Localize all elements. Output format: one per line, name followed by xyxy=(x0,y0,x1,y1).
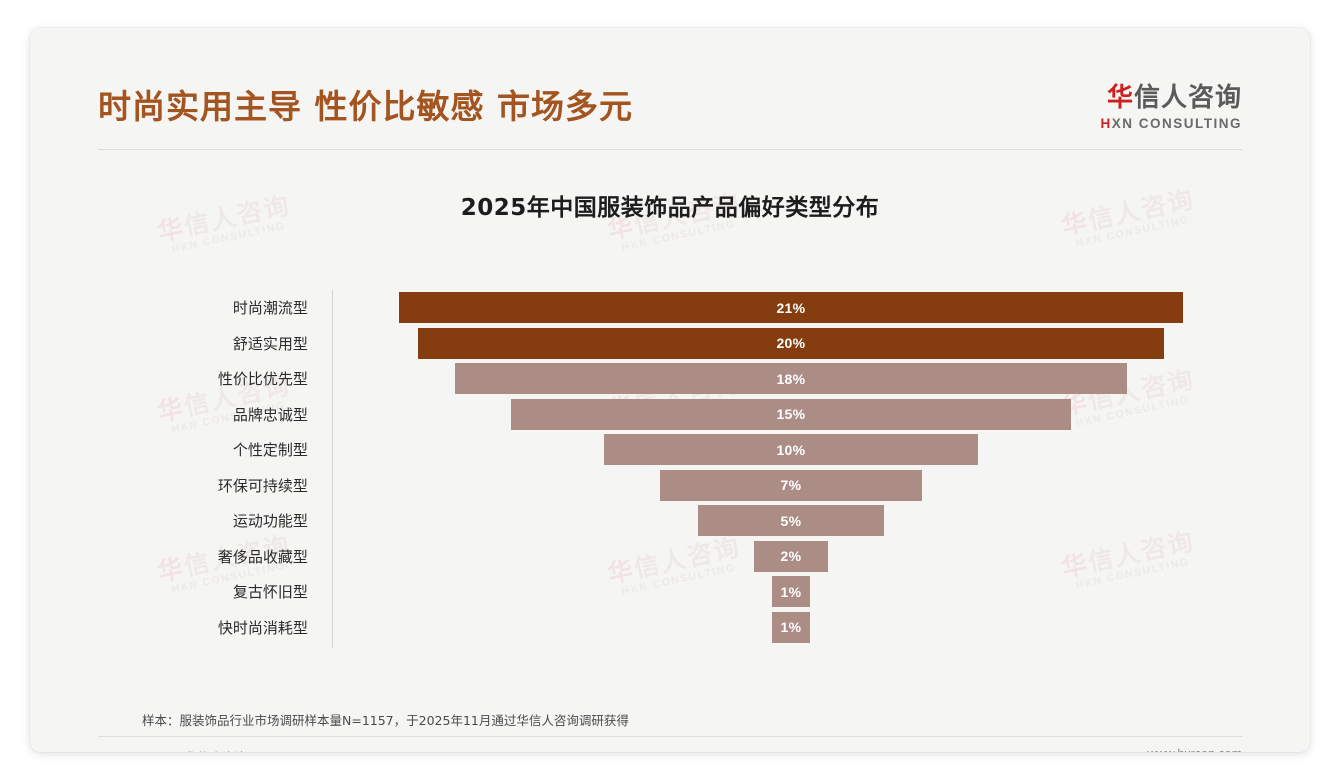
bar-value-label: 1% xyxy=(780,583,802,600)
chart-title: 2025年中国服装饰品产品偏好类型分布 xyxy=(460,195,880,221)
brand-logo-en-red: H xyxy=(1100,115,1112,131)
bar-track: 21% xyxy=(331,290,1242,326)
chart-row: 个性定制型 10% xyxy=(98,432,1242,468)
chart-row: 品牌忠诚型 15% xyxy=(98,397,1242,433)
bar-value-label: 5% xyxy=(780,512,802,529)
bar-track: 1% xyxy=(331,574,1242,610)
funnel-bar-chart: 时尚潮流型 21% 舒适实用型 20% 性价比优先型 18% 品牌忠诚型 15% 个性定制型 10… xyxy=(98,266,1242,656)
bar[interactable]: 21% xyxy=(398,292,1183,323)
chart-row: 运动功能型 5% xyxy=(98,503,1242,539)
slide-card: 华信人咨询 HXN CONSULTING 华信人咨询 HXN CONSULTIN… xyxy=(30,28,1310,752)
bar[interactable]: 10% xyxy=(604,434,978,465)
brand-logo-cn: 华信人咨询 xyxy=(1101,83,1243,114)
bar[interactable]: 7% xyxy=(660,469,922,501)
bar-value-label: 10% xyxy=(776,441,806,458)
brand-logo-cn-rest: 信人咨询 xyxy=(1133,83,1242,113)
category-label: 复古怀旧型 xyxy=(232,583,308,602)
chart-row: 舒适实用型 20% xyxy=(98,326,1242,362)
category-label: 舒适实用型 xyxy=(232,334,308,353)
bar-value-label: 18% xyxy=(776,370,806,387)
brand-logo-cn-red: 华 xyxy=(1106,83,1134,113)
category-label: 快时尚消耗型 xyxy=(217,618,308,637)
header-divider xyxy=(98,149,1242,150)
website-link[interactable]: www.hxrcon.com xyxy=(1148,747,1242,752)
watermark-en: HXN CONSULTING xyxy=(620,217,737,254)
brand-logo-en: HXN CONSULTING xyxy=(1101,116,1243,131)
bar-value-label: 7% xyxy=(780,477,802,493)
bar-value-label: 15% xyxy=(776,406,806,422)
footer-divider xyxy=(98,736,1242,737)
chart-row: 环保可持续型 7% xyxy=(98,468,1242,504)
bar[interactable]: 20% xyxy=(417,327,1165,359)
page-title: 时尚实用主导 性价比敏感 市场多元 xyxy=(98,87,633,126)
bar-track: 20% xyxy=(331,326,1242,362)
bar[interactable]: 1% xyxy=(772,611,810,643)
bar[interactable]: 2% xyxy=(753,540,829,572)
bar[interactable]: 18% xyxy=(454,363,1127,394)
bar-track: 5% xyxy=(331,503,1242,539)
chart-row: 性价比优先型 18% xyxy=(98,361,1242,397)
bar-track: 2% xyxy=(331,539,1242,575)
chart-row: 时尚潮流型 21% xyxy=(98,290,1242,326)
brand-logo: 华信人咨询 HXN CONSULTING xyxy=(1101,83,1243,131)
chart-row: 复古怀旧型 1% xyxy=(98,574,1242,610)
bar-track: 1% xyxy=(331,610,1242,646)
slide-footer: ©2026.1 HXR华信人咨询 www.hxrcon.com xyxy=(98,742,1242,752)
watermark-en: HXN CONSULTING xyxy=(170,219,287,256)
brand-logo-en-rest: XN CONSULTING xyxy=(1111,115,1242,131)
bar[interactable]: 1% xyxy=(772,576,810,607)
y-axis-line xyxy=(332,290,333,648)
copyright-text: ©2026.1 HXR华信人咨询 xyxy=(98,747,247,752)
category-label: 运动功能型 xyxy=(232,512,308,531)
category-label: 奢侈品收藏型 xyxy=(217,547,308,566)
chart-row: 快时尚消耗型 1% xyxy=(98,610,1242,646)
bar[interactable]: 15% xyxy=(510,398,1071,430)
category-label: 个性定制型 xyxy=(232,441,308,460)
bar-track: 15% xyxy=(331,397,1242,433)
bar-track: 7% xyxy=(331,468,1242,504)
category-label: 时尚潮流型 xyxy=(232,299,308,318)
chart-rows: 时尚潮流型 21% 舒适实用型 20% 性价比优先型 18% 品牌忠诚型 15% 个性定制型 10… xyxy=(98,290,1242,645)
chart-row: 奢侈品收藏型 2% xyxy=(98,539,1242,575)
bar[interactable]: 5% xyxy=(697,505,885,536)
category-label: 环保可持续型 xyxy=(217,476,308,495)
source-note: 样本：服装饰品行业市场调研样本量N=1157，于2025年11月通过华信人咨询调… xyxy=(142,713,629,728)
bar-track: 10% xyxy=(331,432,1242,468)
bar-value-label: 21% xyxy=(776,299,806,316)
category-label: 性价比优先型 xyxy=(217,370,308,389)
category-label: 品牌忠诚型 xyxy=(232,405,308,424)
bar-value-label: 2% xyxy=(780,548,802,564)
bar-track: 18% xyxy=(331,361,1242,397)
bar-value-label: 1% xyxy=(780,619,802,635)
slide-header: 时尚实用主导 性价比敏感 市场多元 华信人咨询 HXN CONSULTING xyxy=(98,58,1242,150)
bar-value-label: 20% xyxy=(776,335,806,351)
